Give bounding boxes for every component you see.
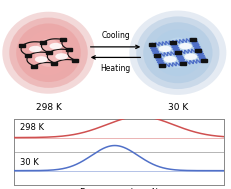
Bar xyxy=(180,62,186,65)
Bar xyxy=(51,62,57,65)
Bar xyxy=(40,41,46,44)
Bar xyxy=(31,64,37,68)
Bar xyxy=(149,43,155,46)
X-axis label: Frequency (cm⁻¹): Frequency (cm⁻¹) xyxy=(79,188,158,189)
Ellipse shape xyxy=(29,46,42,52)
Ellipse shape xyxy=(35,56,48,63)
Bar xyxy=(190,38,196,41)
Bar xyxy=(66,48,72,51)
Bar xyxy=(170,41,176,44)
Ellipse shape xyxy=(143,22,213,83)
Ellipse shape xyxy=(179,43,192,49)
Text: Heating: Heating xyxy=(100,64,131,74)
Bar xyxy=(154,54,160,57)
Bar xyxy=(60,38,66,41)
Ellipse shape xyxy=(184,53,197,60)
Ellipse shape xyxy=(55,53,68,60)
Bar xyxy=(195,49,201,52)
Text: Cooling: Cooling xyxy=(101,31,130,40)
Bar xyxy=(201,59,207,62)
Bar xyxy=(175,51,181,54)
Bar xyxy=(72,59,78,62)
Ellipse shape xyxy=(16,23,81,82)
Ellipse shape xyxy=(49,43,62,49)
Ellipse shape xyxy=(129,11,226,95)
Text: 298 K: 298 K xyxy=(20,123,44,132)
Ellipse shape xyxy=(152,29,203,76)
Ellipse shape xyxy=(35,39,62,67)
Ellipse shape xyxy=(25,30,72,75)
Ellipse shape xyxy=(9,18,88,88)
Text: 298 K: 298 K xyxy=(36,103,61,112)
Ellipse shape xyxy=(164,56,176,63)
Ellipse shape xyxy=(159,46,171,52)
Ellipse shape xyxy=(163,37,193,68)
Bar xyxy=(46,51,52,54)
Ellipse shape xyxy=(136,16,219,89)
Bar xyxy=(19,44,25,47)
Bar xyxy=(25,54,31,57)
Text: 30 K: 30 K xyxy=(168,103,188,112)
Bar xyxy=(159,64,165,67)
Text: 30 K: 30 K xyxy=(20,158,39,167)
Ellipse shape xyxy=(2,12,95,94)
